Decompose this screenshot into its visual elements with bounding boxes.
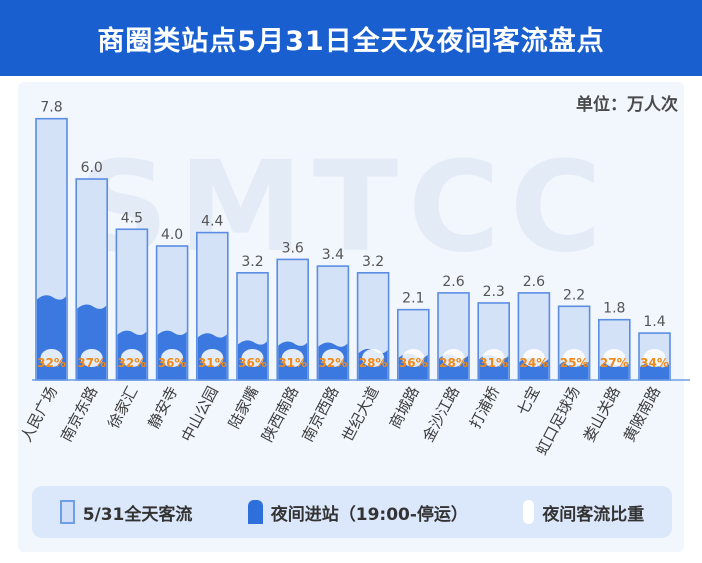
share-bubble xyxy=(281,349,304,367)
share-label: 32% xyxy=(319,356,348,370)
legend-swatch-total xyxy=(59,500,75,524)
share-bubble xyxy=(563,349,586,367)
share-label: 28% xyxy=(439,356,468,370)
night-bar xyxy=(559,360,589,380)
share-bubble xyxy=(603,349,626,367)
category-label: 娄山关路 xyxy=(580,383,624,444)
share-label: 36% xyxy=(399,356,428,370)
category-label: 徐家汇 xyxy=(104,383,141,431)
share-bubble xyxy=(40,349,63,367)
category-label: 陕西南路 xyxy=(258,383,302,444)
legend: 5/31全天客流 夜间进站（19:00-停运） 夜间客流比重 xyxy=(32,486,672,538)
night-bar xyxy=(640,362,669,380)
value-label: 1.4 xyxy=(643,314,665,330)
category-label: 南京东路 xyxy=(57,383,101,444)
category-label: 静安寺 xyxy=(145,383,182,431)
share-bubble xyxy=(80,349,103,367)
category-label: 金沙江路 xyxy=(419,383,463,444)
share-label: 34% xyxy=(640,356,669,370)
legend-swatch-share xyxy=(523,500,535,524)
value-label: 1.8 xyxy=(603,301,625,317)
value-label: 3.2 xyxy=(241,254,263,270)
share-bubble xyxy=(321,349,344,367)
share-bubble xyxy=(201,349,224,367)
share-label: 25% xyxy=(560,356,589,370)
value-label: 4.5 xyxy=(121,210,143,226)
value-label: 2.6 xyxy=(442,274,464,290)
value-label: 2.3 xyxy=(483,284,505,300)
value-label: 2.6 xyxy=(523,274,545,290)
chart-title: 商圈类站点5月31日全天及夜间客流盘点 xyxy=(97,25,605,57)
share-label: 36% xyxy=(158,356,187,370)
share-bubble xyxy=(442,349,465,367)
category-label: 世纪大道 xyxy=(339,383,383,444)
category-label: 陆家嘴 xyxy=(225,383,262,431)
share-bubble xyxy=(241,349,264,367)
category-label: 黄陂南路 xyxy=(620,383,664,444)
category-label: 人民广场 xyxy=(17,383,61,444)
share-bubble xyxy=(161,349,184,367)
value-label: 2.1 xyxy=(402,291,424,307)
share-label: 27% xyxy=(600,356,629,370)
legend-label-total: 5/31全天客流 xyxy=(82,504,193,525)
unit-label: 单位：万人次 xyxy=(576,95,678,115)
legend-item-total: 5/31全天客流 xyxy=(59,500,193,525)
share-bubble xyxy=(482,349,505,367)
share-bubble xyxy=(643,349,666,367)
category-label: 南京西路 xyxy=(298,383,342,444)
share-label: 31% xyxy=(278,356,307,370)
value-label: 4.0 xyxy=(161,227,183,243)
share-label: 31% xyxy=(479,356,508,370)
legend-label-share: 夜间客流比重 xyxy=(542,504,645,525)
share-label: 37% xyxy=(77,356,106,370)
legend-label-night: 夜间进站（19:00-停运） xyxy=(270,504,468,525)
value-label: 7.8 xyxy=(40,100,62,116)
value-label: 4.4 xyxy=(201,214,223,230)
share-label: 32% xyxy=(37,356,66,370)
value-label: 3.6 xyxy=(282,240,304,256)
share-label: 32% xyxy=(118,356,147,370)
value-label: 3.2 xyxy=(362,254,384,270)
legend-item-share: 夜间客流比重 xyxy=(523,500,644,525)
category-label: 商城路 xyxy=(386,383,423,431)
share-label: 31% xyxy=(198,356,227,370)
category-label: 中山公园 xyxy=(178,383,222,444)
share-bubble xyxy=(362,349,385,367)
legend-item-night: 夜间进站（19:00-停运） xyxy=(247,500,468,525)
share-label: 36% xyxy=(238,356,267,370)
value-label: 2.2 xyxy=(563,287,585,303)
share-bubble xyxy=(522,349,545,367)
share-bubble xyxy=(402,349,425,367)
night-bar xyxy=(599,362,629,380)
category-label: 七宝 xyxy=(513,383,543,418)
share-label: 24% xyxy=(520,356,549,370)
share-bubble xyxy=(120,349,143,367)
share-label: 28% xyxy=(359,356,388,370)
title-bar: 商圈类站点5月31日全天及夜间客流盘点 xyxy=(0,0,702,76)
legend-swatch-night xyxy=(247,500,263,524)
value-label: 6.0 xyxy=(81,160,103,176)
value-label: 3.4 xyxy=(322,247,344,263)
category-label: 打浦桥 xyxy=(466,383,503,431)
